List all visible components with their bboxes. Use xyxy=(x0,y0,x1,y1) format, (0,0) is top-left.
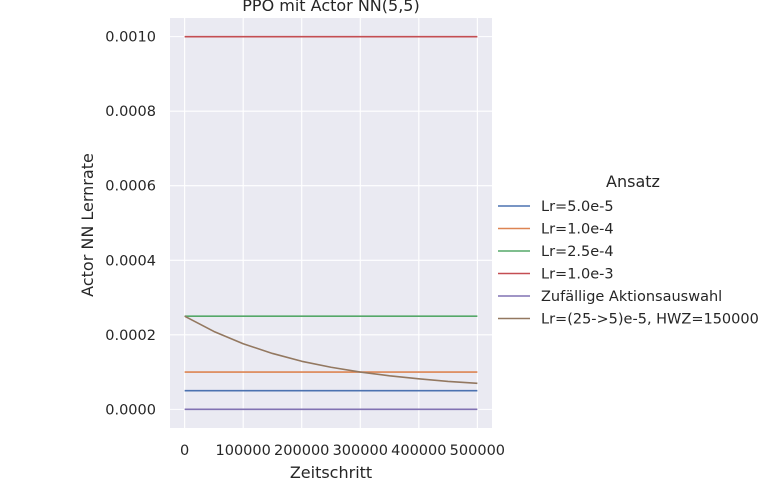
legend-label: Zufällige Aktionsauswahl xyxy=(541,289,722,305)
legend-label: Lr=(25->5)e-5, HWZ=150000 xyxy=(541,312,759,328)
y-axis-ticks: 0.0000 0.0002 0.0004 0.0006 0.0008 0.0010 xyxy=(105,30,156,419)
x-tick-label: 300000 xyxy=(333,443,388,459)
x-tick-label: 0 xyxy=(180,443,189,459)
legend-label: Lr=1.0e-3 xyxy=(541,267,614,283)
legend-title: Ansatz xyxy=(606,172,660,191)
x-axis-title: Zeitschritt xyxy=(290,463,372,482)
series-line xyxy=(184,315,478,385)
y-tick-label: 0.0002 xyxy=(105,328,156,344)
legend: Ansatz Lr=5.0e-5 Lr=1.0e-4 Lr=2.5e-4 Lr=1.0… xyxy=(498,172,759,328)
y-tick-label: 0.0006 xyxy=(105,179,156,195)
x-tick-label: 200000 xyxy=(274,443,329,459)
y-tick-label: 0.0004 xyxy=(105,253,156,269)
y-axis-title: Actor NN Lernrate xyxy=(78,153,97,297)
y-tick-label: 0.0008 xyxy=(105,104,156,120)
chart-title: PPO mit Actor NN(5,5) xyxy=(242,0,419,15)
x-tick-label: 100000 xyxy=(216,443,271,459)
legend-label: Lr=5.0e-5 xyxy=(541,199,614,215)
x-tick-label: 500000 xyxy=(450,443,505,459)
x-tick-label: 400000 xyxy=(391,443,446,459)
legend-items: Lr=5.0e-5 Lr=1.0e-4 Lr=2.5e-4 Lr=1.0e-3 Zufä… xyxy=(498,199,759,328)
y-tick-label: 0.0000 xyxy=(105,402,156,418)
y-tick-label: 0.0010 xyxy=(105,30,156,46)
series-lines xyxy=(184,35,478,411)
x-axis-ticks: 0 100000 200000 300000 400000 500000 xyxy=(180,443,505,459)
legend-label: Lr=1.0e-4 xyxy=(541,222,614,238)
plot-area xyxy=(170,18,492,428)
legend-label: Lr=2.5e-4 xyxy=(541,244,614,260)
